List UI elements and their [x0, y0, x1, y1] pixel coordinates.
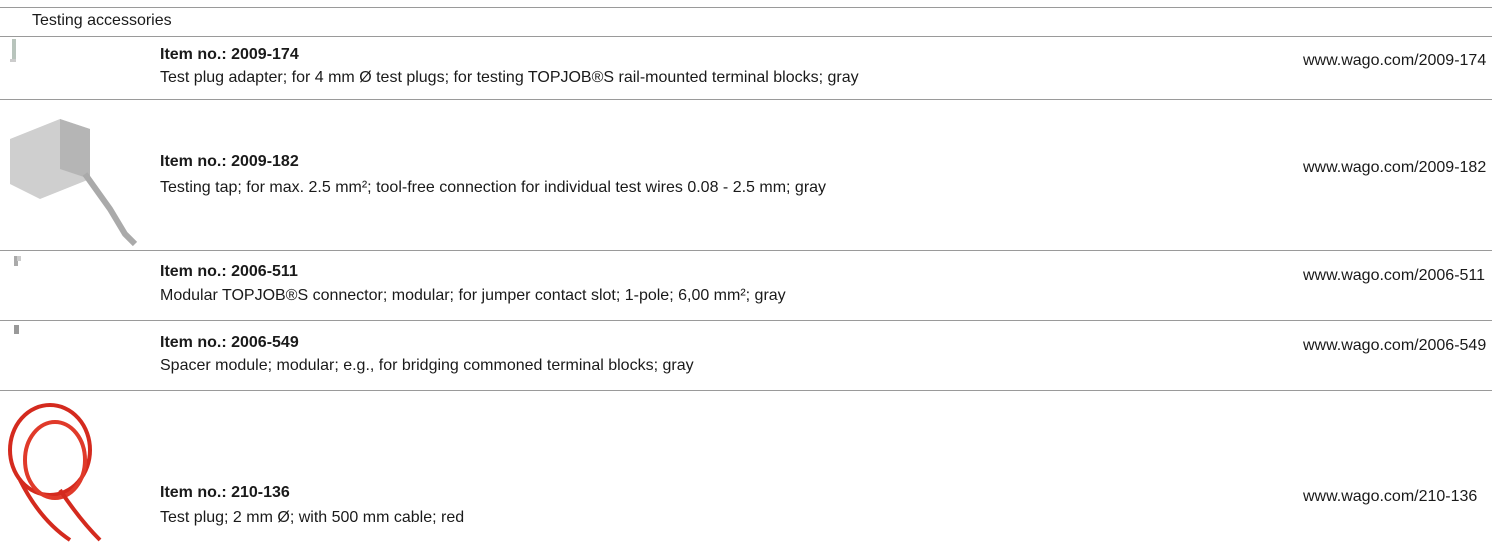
product-image	[10, 119, 138, 247]
item-description: Test plug; 2 mm Ø; with 500 mm cable; re…	[160, 509, 465, 526]
item-number: Item no.: 210-136	[160, 484, 290, 501]
item-number: Item no.: 2009-182	[160, 153, 299, 170]
item-description: Spacer module; modular; e.g., for bridgi…	[160, 357, 694, 374]
item-description: Testing tap; for max. 2.5 mm²; tool-free…	[160, 179, 827, 196]
product-image	[14, 325, 19, 334]
item-row: Item no.: 210-136 Test plug; 2 mm Ø; with…	[0, 390, 1492, 546]
product-image	[10, 39, 16, 62]
product-image	[8, 403, 102, 542]
item-url[interactable]: www.wago.com/2006-549	[1303, 337, 1487, 354]
item-url[interactable]: www.wago.com/210-136	[1303, 488, 1478, 505]
table-header: Testing accessories	[0, 7, 1492, 37]
item-row: Item no.: 2009-174 Test plug adapter; for…	[0, 35, 1492, 100]
product-image	[14, 256, 21, 266]
item-url[interactable]: www.wago.com/2009-182	[1303, 159, 1487, 176]
item-number: Item no.: 2006-511	[160, 263, 298, 280]
item-url[interactable]: www.wago.com/2009-174	[1303, 52, 1487, 69]
item-url[interactable]: www.wago.com/2006-511	[1303, 267, 1486, 284]
header-title: Testing accessories	[32, 12, 172, 29]
item-row: Item no.: 2006-511 Modular TOPJOB®S conne…	[0, 250, 1492, 321]
item-row: Item no.: 2009-182 Testing tap; for max. …	[0, 99, 1492, 251]
item-number: Item no.: 2009-174	[160, 46, 299, 63]
item-description: Modular TOPJOB®S connector; modular; for…	[160, 287, 786, 304]
item-row: Item no.: 2006-549 Spacer module; modular…	[0, 320, 1492, 391]
item-number: Item no.: 2006-549	[160, 334, 299, 351]
item-description: Test plug adapter; for 4 mm Ø test plugs…	[160, 69, 859, 86]
